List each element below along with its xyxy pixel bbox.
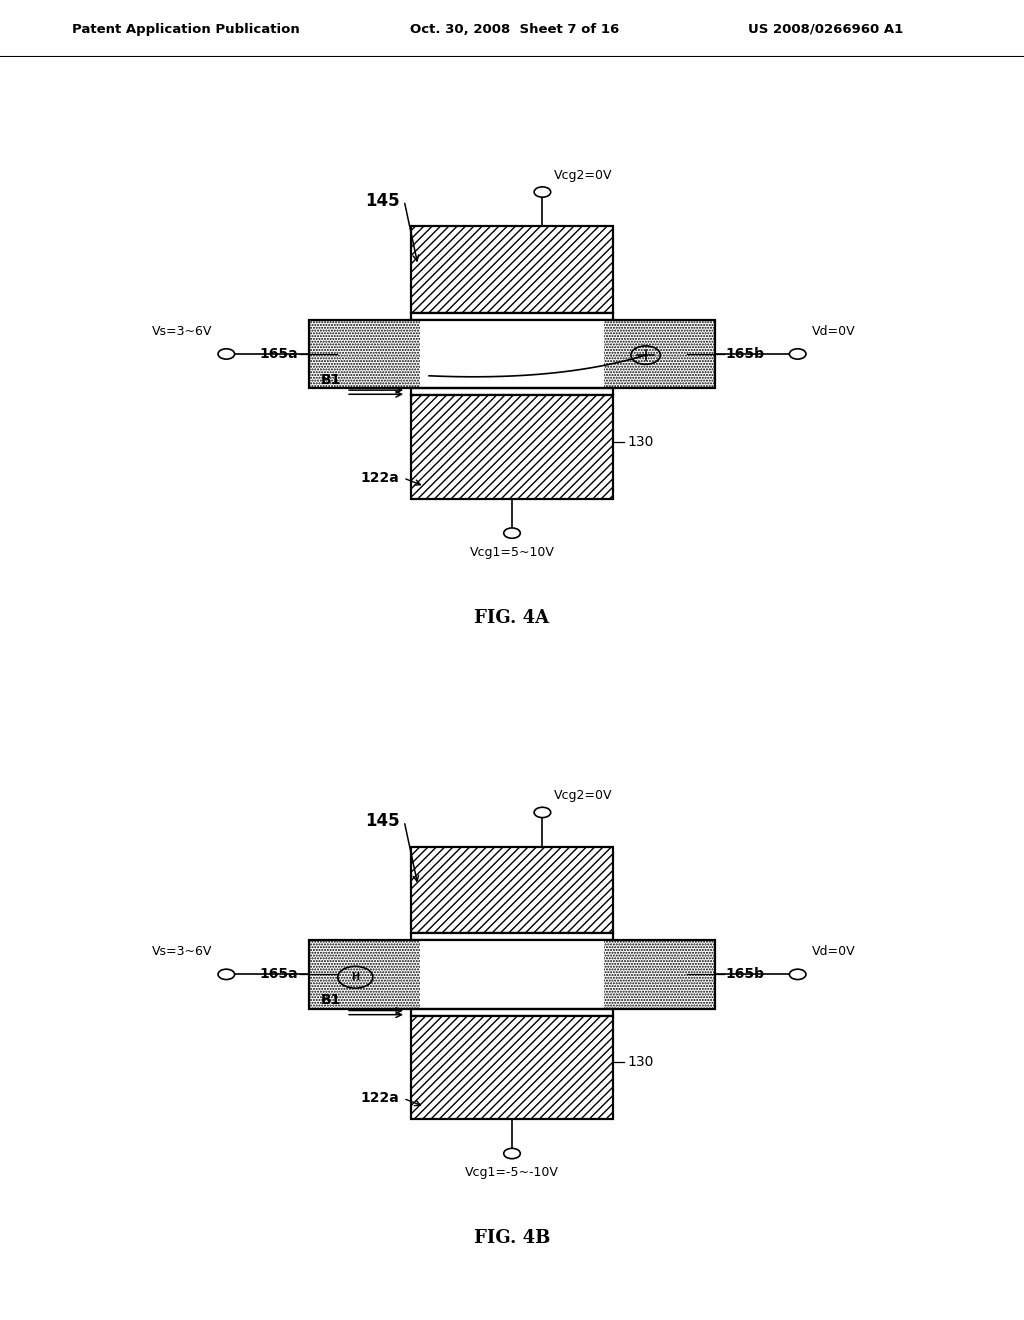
- Bar: [604, 940, 715, 1008]
- Bar: [309, 319, 420, 388]
- Bar: [411, 388, 613, 395]
- Text: 130: 130: [628, 434, 653, 449]
- Text: 122a: 122a: [360, 1092, 399, 1105]
- Text: B1: B1: [322, 993, 342, 1007]
- Bar: [411, 395, 613, 499]
- Text: FIG. 4A: FIG. 4A: [474, 609, 550, 627]
- Text: H: H: [351, 973, 359, 982]
- Text: 130: 130: [628, 1055, 653, 1069]
- Text: 145: 145: [365, 812, 399, 830]
- Text: Vcg1=-5~-10V: Vcg1=-5~-10V: [465, 1166, 559, 1179]
- Bar: [411, 227, 613, 313]
- Text: 165b: 165b: [726, 968, 765, 981]
- Text: 122a: 122a: [360, 471, 399, 484]
- Text: 165b: 165b: [726, 347, 765, 360]
- Text: Vs=3~6V: Vs=3~6V: [153, 325, 213, 338]
- Text: 145: 145: [365, 191, 399, 210]
- Bar: [411, 1008, 613, 1015]
- Text: Vcg2=0V: Vcg2=0V: [554, 789, 612, 803]
- Bar: [411, 1015, 613, 1119]
- Bar: [420, 319, 604, 388]
- Bar: [604, 319, 715, 388]
- Bar: [420, 940, 604, 1008]
- Text: Oct. 30, 2008  Sheet 7 of 16: Oct. 30, 2008 Sheet 7 of 16: [410, 22, 618, 36]
- Bar: [411, 395, 613, 499]
- Text: 165a: 165a: [259, 968, 298, 981]
- Text: Patent Application Publication: Patent Application Publication: [72, 22, 299, 36]
- Text: Vcg1=5~10V: Vcg1=5~10V: [470, 545, 554, 558]
- Bar: [411, 933, 613, 940]
- Bar: [411, 1015, 613, 1119]
- Text: Vs=3~6V: Vs=3~6V: [153, 945, 213, 958]
- Bar: [411, 847, 613, 933]
- Bar: [309, 319, 715, 388]
- Text: B1: B1: [322, 372, 342, 387]
- Text: FIG. 4B: FIG. 4B: [474, 1229, 550, 1247]
- Bar: [411, 227, 613, 313]
- Bar: [411, 313, 613, 319]
- Text: Vd=0V: Vd=0V: [812, 325, 855, 338]
- Bar: [309, 940, 715, 1008]
- Bar: [309, 940, 420, 1008]
- Bar: [411, 847, 613, 933]
- Text: Vd=0V: Vd=0V: [812, 945, 855, 958]
- Text: US 2008/0266960 A1: US 2008/0266960 A1: [748, 22, 903, 36]
- Text: 165a: 165a: [259, 347, 298, 360]
- Text: Vcg2=0V: Vcg2=0V: [554, 169, 612, 182]
